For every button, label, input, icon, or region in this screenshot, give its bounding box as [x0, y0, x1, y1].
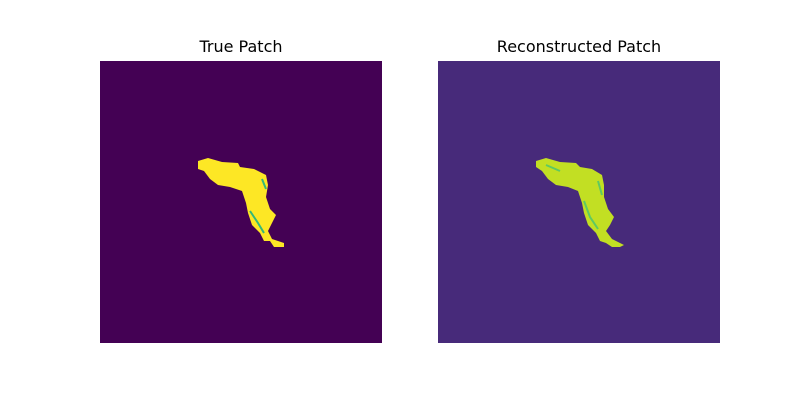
- reconstructed-patch-image: [438, 61, 720, 343]
- reconstructed-patch-edge: [545, 164, 603, 230]
- true-patch-edge: [249, 178, 267, 234]
- true-patch-title: True Patch: [199, 37, 283, 56]
- true-patch-background: [100, 61, 382, 343]
- reconstructed-patch-shape: [536, 158, 624, 247]
- reconstructed-patch-title: Reconstructed Patch: [496, 37, 662, 56]
- reconstructed-patch-background: [438, 61, 720, 343]
- true-patch-image: [100, 61, 382, 343]
